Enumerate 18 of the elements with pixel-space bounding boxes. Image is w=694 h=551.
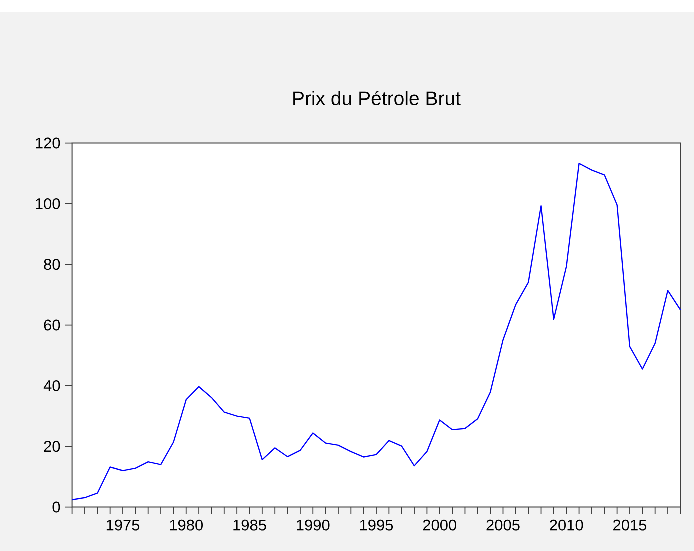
x-tick-label: 2005 xyxy=(486,520,520,531)
y-tick-label: 40 xyxy=(44,380,60,392)
x-tick-label: 2010 xyxy=(550,520,584,531)
x-tick-label: 1980 xyxy=(170,520,204,531)
x-tick-label: 1975 xyxy=(106,520,140,531)
chart-title: Prix du Pétrole Brut xyxy=(294,90,461,106)
x-tick-label: 1995 xyxy=(360,520,394,531)
y-tick-label: 0 xyxy=(52,502,60,513)
y-tick-label: 80 xyxy=(44,259,60,270)
x-tick-label: 1990 xyxy=(297,520,330,531)
y-tick-label: 60 xyxy=(44,320,60,331)
y-tick-label: 100 xyxy=(36,198,60,210)
x-tick-label: 2015 xyxy=(614,520,647,531)
x-tick-label: 2000 xyxy=(423,520,456,531)
y-tick-label: 120 xyxy=(36,138,60,149)
line-series xyxy=(72,163,682,501)
x-tick-label: 1985 xyxy=(234,520,266,531)
y-tick-label: 20 xyxy=(44,441,60,452)
